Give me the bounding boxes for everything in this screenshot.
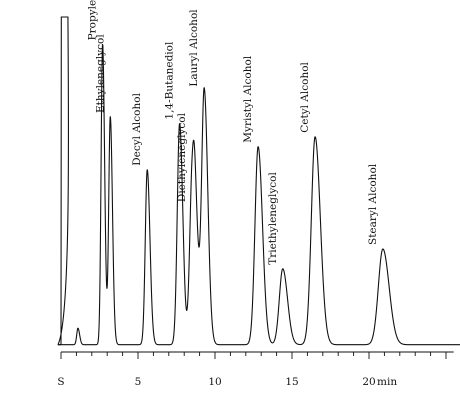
time-axis: S 5 10 15 20 min xyxy=(57,351,454,388)
peak-label-5: 1,4-Butanediol xyxy=(164,41,176,120)
chromatogram-trace xyxy=(57,43,460,346)
peak-label-11: Cetyl Alcohol xyxy=(299,61,311,132)
peak-label-8: Lauryl Alcohol xyxy=(188,9,200,87)
x-tick-label: 5 xyxy=(135,376,142,388)
peak-label-4: Decyl Alcohol xyxy=(131,92,143,165)
x-tick-label: 10 xyxy=(208,376,221,388)
peak-label-9: Myristyl Alcohol xyxy=(242,55,254,143)
peak-label-12: Stearyl Alcohol xyxy=(367,163,379,245)
peak-label-2: Propyleneglycol xyxy=(87,0,99,40)
solvent-peak xyxy=(57,16,70,345)
peak-labels: PropyleneglycolEthyleneglycol Decyl Alcoh… xyxy=(87,0,379,265)
x-unit-label: min xyxy=(377,376,397,388)
x-tick-label: 15 xyxy=(285,376,298,388)
peak-label-6: Diethyleneglycol xyxy=(176,112,188,202)
x-tick-label: S xyxy=(57,376,64,388)
x-tick-label: 20 xyxy=(362,376,375,388)
peak-label-3: Ethyleneglycol xyxy=(94,34,106,113)
peak-label-10: Triethyleneglycol xyxy=(267,172,279,265)
trace-layer xyxy=(57,16,460,346)
peak-7 xyxy=(193,248,196,251)
